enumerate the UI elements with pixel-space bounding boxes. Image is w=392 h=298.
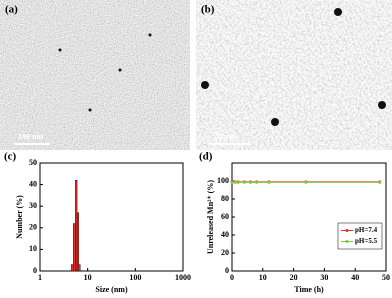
data-point [255,180,259,184]
particle [334,8,342,16]
legend-marker [345,229,349,232]
scale-bar-label: 100 nm [18,132,43,141]
y-tick-label: 50 [29,158,37,167]
x-tick-label: 10 [84,273,92,282]
y-tick-label: 40 [29,179,37,188]
chart: (c) 1 10 100 1000 0 10 20 30 40 50 Size (nm) Number … [4,151,191,294]
bar [78,264,81,272]
y-tick-label: 10 [29,244,37,253]
x-axis-label: Size (nm) [95,285,128,294]
y-tick-label: 40 [221,230,229,239]
bar [73,223,76,272]
legend-box [337,222,383,250]
particle [378,101,386,109]
panel-label: (c) [4,151,17,163]
plot-frame [39,162,184,272]
micrograph [0,0,190,150]
panel-label: (b) [201,4,215,16]
x-tick-label: 10 [259,273,267,282]
y-tick-label: 100 [217,176,229,185]
y-tick-label: 0 [225,266,229,275]
scale-bar-label: 20 nm [214,132,235,141]
y-tick-label: 0 [33,266,37,275]
y-tick-label: 80 [221,194,229,203]
legend-label: pH=7.4 [355,226,378,234]
particle [271,118,279,126]
data-point [378,180,382,184]
y-tick-label: 60 [221,212,229,221]
tem-image-a: (a) 100 nm [0,0,190,150]
chart: (d) 0 10 20 30 40 50 0 20 40 60 80 100 Time (h) Unrele… [199,151,390,294]
legend-label: pH=5.5 [355,237,378,245]
y-axis-label: Number (%) [15,195,24,239]
x-axis-label: Time (h) [294,285,324,294]
panel-label: (d) [199,151,213,163]
x-tick-label: 1000 [175,273,191,282]
data-point [267,180,271,184]
legend-marker [345,240,349,243]
bar [70,264,74,272]
bar [76,212,79,272]
data-point [236,180,240,184]
plot-frame [231,162,387,272]
particle [201,81,209,89]
data-point [230,180,234,184]
x-tick-label: 1 [38,273,42,282]
data-point [304,180,308,184]
data-point [242,180,246,184]
x-tick-label: 20 [290,273,298,282]
tem-image-b: (b) 20 nm [196,0,392,150]
particle [148,33,152,37]
x-tick-label: 30 [320,273,328,282]
particle [118,68,122,72]
panel-label: (a) [5,4,18,16]
particle [88,108,92,112]
particle [58,48,62,52]
data-point [248,180,252,184]
y-tick-label: 30 [29,201,37,210]
y-tick-label: 20 [29,223,37,232]
x-tick-label: 0 [230,273,234,282]
x-tick-label: 50 [382,273,390,282]
y-tick-label: 20 [221,248,229,257]
x-tick-label: 40 [351,273,359,282]
bar [75,180,78,272]
y-axis-label: Unreleased Mn²⁺ (%) [206,180,215,254]
x-tick-label: 100 [129,273,141,282]
micrograph [196,0,392,150]
data-point [233,180,237,184]
